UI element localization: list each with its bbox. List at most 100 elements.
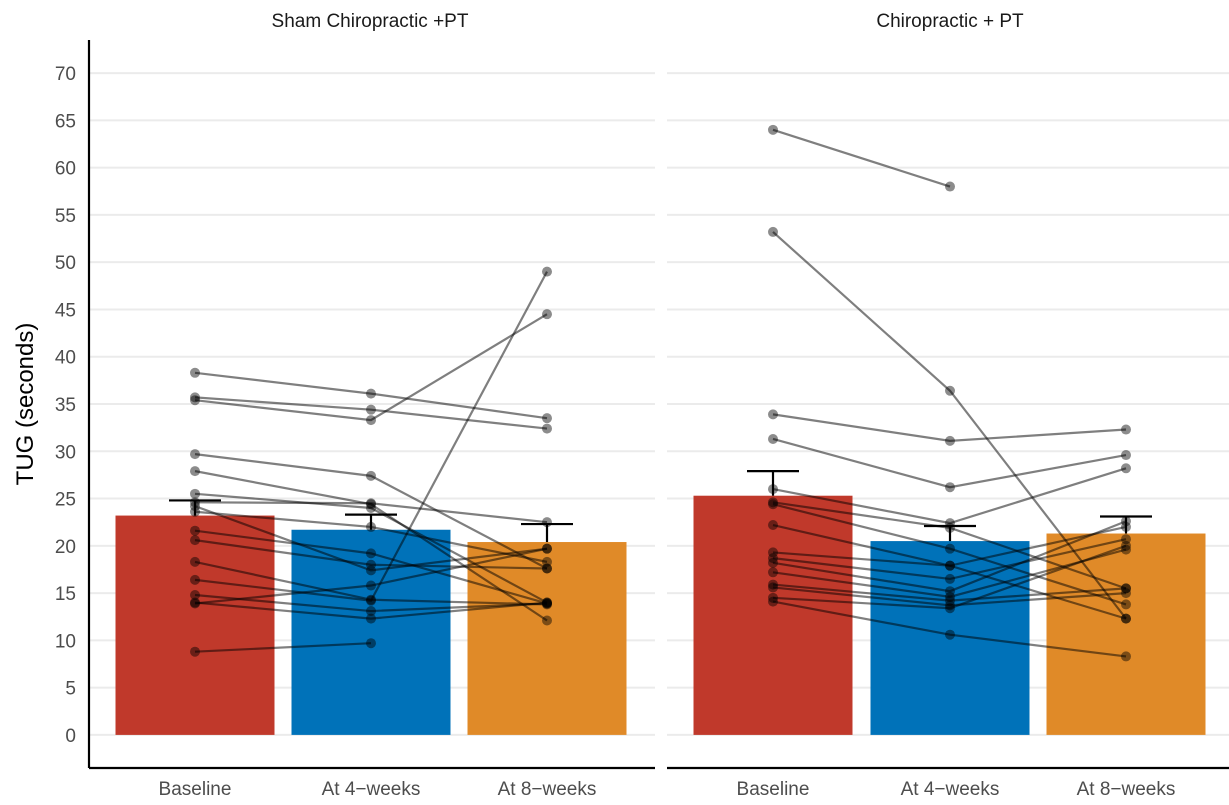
subject-point-1-0-1 <box>945 181 955 192</box>
subject-point-1-0-0 <box>768 124 778 135</box>
y-tick-label-70: 70 <box>55 64 76 85</box>
subject-point-0-0-1 <box>366 388 376 399</box>
subject-point-1-10-1 <box>945 586 955 597</box>
subject-point-0-11-2 <box>542 599 552 610</box>
bar-0-0 <box>115 515 275 735</box>
x-tick-label-0-0: Baseline <box>159 779 232 800</box>
subject-point-0-16-1 <box>366 638 376 649</box>
subject-point-1-6-0 <box>768 499 778 510</box>
subject-point-0-10-0 <box>190 535 200 546</box>
subject-line-0-14 <box>194 601 548 620</box>
bar-1-0 <box>693 495 853 735</box>
subject-line-0-15 <box>194 547 548 605</box>
subject-point-0-15-2 <box>542 543 552 554</box>
y-tick-label-30: 30 <box>55 442 76 463</box>
subject-point-1-7-1 <box>945 560 955 571</box>
subject-point-0-13-0 <box>190 589 200 600</box>
subject-point-0-10-2 <box>542 563 552 574</box>
subject-point-0-9-1 <box>366 548 376 559</box>
subject-line-1-13 <box>772 586 1127 607</box>
subject-point-0-10-1 <box>366 559 376 570</box>
subject-point-1-13-1 <box>945 600 955 611</box>
subject-point-1-9-0 <box>768 553 778 564</box>
subject-line-0-13 <box>194 593 548 613</box>
subject-point-1-5-0 <box>768 497 778 508</box>
subject-point-0-6-1 <box>366 498 376 509</box>
subject-line-1-6 <box>772 503 1127 606</box>
y-tick-label-35: 35 <box>55 395 76 416</box>
subject-point-1-15-1 <box>945 629 955 640</box>
subject-line-0-9 <box>194 529 548 605</box>
subject-point-0-12-1 <box>366 595 376 606</box>
y-tick-label-45: 45 <box>55 300 76 321</box>
subject-line-0-16 <box>194 642 372 653</box>
x-tick-label-0-1: At 4−weeks <box>322 779 421 800</box>
subject-point-0-7-2 <box>542 543 552 554</box>
subject-point-0-2-0 <box>190 395 200 406</box>
subject-line-1-2 <box>772 413 1127 442</box>
y-tick-label-5: 5 <box>65 679 76 700</box>
subject-point-0-5-1 <box>366 503 376 513</box>
subject-point-0-13-1 <box>366 606 376 617</box>
axis-layer <box>87 40 1229 770</box>
y-axis-title: TUG (seconds) <box>12 323 39 486</box>
subject-line-1-0 <box>772 128 951 188</box>
subject-point-layer <box>190 124 1131 662</box>
subject-point-1-3-2 <box>1121 450 1131 461</box>
subject-line-0-6 <box>194 501 548 524</box>
subject-point-0-4-2 <box>542 615 552 626</box>
subject-line-0-7 <box>194 505 548 572</box>
subject-point-0-3-2 <box>542 563 552 574</box>
subject-line-1-12 <box>772 583 1127 602</box>
subject-point-0-3-0 <box>190 449 200 460</box>
subject-line-1-8 <box>772 551 1127 620</box>
subject-point-1-14-1 <box>945 603 955 614</box>
subject-point-0-12-2 <box>542 266 552 277</box>
y-tick-label-0: 0 <box>65 726 76 747</box>
subject-line-0-10 <box>194 539 548 570</box>
subject-point-0-9-2 <box>542 598 552 609</box>
subject-point-0-16-0 <box>190 646 200 657</box>
y-tick-label-10: 10 <box>55 631 76 652</box>
x-tick-label-1-1: At 4−weeks <box>901 779 1000 800</box>
subject-point-1-4-2 <box>1121 463 1131 474</box>
subject-point-1-14-0 <box>768 592 778 603</box>
subject-point-0-13-2 <box>542 598 552 609</box>
subject-point-0-0-2 <box>542 413 552 424</box>
subject-point-1-10-0 <box>768 557 778 568</box>
y-tick-label-65: 65 <box>55 111 76 132</box>
subject-point-1-11-0 <box>768 567 778 578</box>
subject-point-0-2-2 <box>542 309 552 320</box>
subject-point-1-15-2 <box>1121 651 1131 662</box>
subject-point-1-6-1 <box>945 543 955 554</box>
y-tick-label-25: 25 <box>55 490 76 511</box>
subject-point-1-13-0 <box>768 582 778 593</box>
subject-line-1-15 <box>772 600 1127 658</box>
y-tick-label-50: 50 <box>55 253 76 274</box>
subject-line-0-12 <box>194 271 548 602</box>
y-tick-label-55: 55 <box>55 206 76 227</box>
subject-line-1-9 <box>772 538 1127 581</box>
bar-1-2 <box>1046 533 1206 735</box>
subject-line-1-14 <box>772 544 1127 610</box>
subject-point-1-8-1 <box>945 560 955 571</box>
subject-line-0-3 <box>194 453 548 570</box>
subject-point-1-15-0 <box>768 596 778 607</box>
subject-point-0-2-1 <box>366 415 376 426</box>
subject-point-1-5-2 <box>1121 583 1131 594</box>
subject-point-1-12-1 <box>945 595 955 606</box>
subject-line-0-0 <box>194 371 548 420</box>
y-tick-label-15: 15 <box>55 584 76 605</box>
y-tick-label-20: 20 <box>55 537 76 558</box>
subject-point-0-5-2 <box>542 597 552 608</box>
subject-point-1-1-2 <box>1121 613 1131 624</box>
subject-point-1-2-1 <box>945 435 955 446</box>
subject-point-0-1-0 <box>190 392 200 403</box>
subject-point-0-12-0 <box>190 574 200 585</box>
subject-line-0-5 <box>194 492 548 604</box>
subject-point-0-11-1 <box>366 594 376 605</box>
subject-point-0-11-0 <box>190 556 200 567</box>
subject-point-1-8-2 <box>1121 613 1131 624</box>
subject-point-0-7-1 <box>366 565 376 576</box>
subject-point-0-14-1 <box>366 613 376 624</box>
